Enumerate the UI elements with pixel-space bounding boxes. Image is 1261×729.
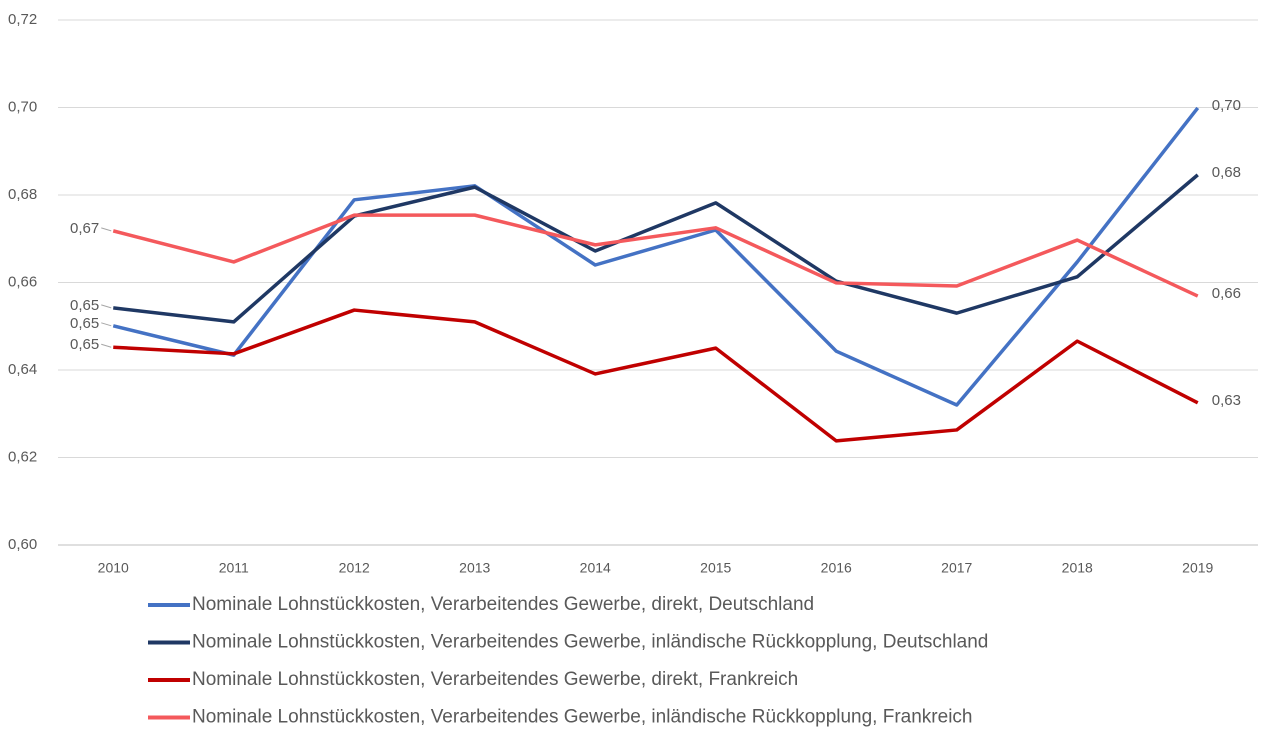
leader-line — [101, 304, 112, 309]
y-tick-label: 0,62 — [8, 448, 37, 465]
x-tick-label: 2015 — [700, 560, 731, 576]
series-line — [112, 213, 1199, 298]
data-label: 0,65 — [70, 315, 99, 332]
legend-label: Nominale Lohnstückkosten, Verarbeitendes… — [192, 632, 988, 653]
x-tick-label: 2011 — [219, 560, 249, 576]
x-tick-label: 2017 — [941, 560, 972, 576]
x-tick-label: 2010 — [98, 560, 129, 576]
leader-line — [101, 343, 112, 348]
y-tick-label: 0,72 — [8, 11, 37, 28]
data-label: 0,67 — [70, 220, 99, 237]
legend-label: Nominale Lohnstückkosten, Verarbeitendes… — [192, 594, 814, 615]
x-tick-label: 2018 — [1062, 560, 1093, 576]
y-tick-label: 0,64 — [8, 361, 37, 378]
data-label: 0,70 — [1212, 97, 1241, 114]
legend-label: Nominale Lohnstückkosten, Verarbeitendes… — [192, 669, 798, 690]
data-label: 0,68 — [1212, 164, 1241, 181]
data-label: 0,63 — [1212, 392, 1241, 409]
x-tick-label: 2019 — [1182, 560, 1213, 576]
y-tick-label: 0,70 — [8, 98, 37, 115]
data-label: 0,66 — [1212, 285, 1241, 302]
y-tick-label: 0,66 — [8, 273, 37, 290]
legend-label: Nominale Lohnstückkosten, Verarbeitendes… — [192, 707, 973, 728]
series-line — [113, 308, 1199, 443]
x-tick-label: 2014 — [580, 560, 611, 576]
series-line — [112, 106, 1200, 407]
x-tick-label: 2016 — [821, 560, 852, 576]
y-tick-label: 0,68 — [8, 186, 37, 203]
data-label: 0,65 — [70, 297, 99, 314]
series-line — [113, 173, 1199, 324]
x-tick-label: 2012 — [339, 560, 370, 576]
data-label: 0,65 — [70, 336, 99, 353]
leader-line — [101, 322, 112, 327]
y-tick-label: 0,60 — [8, 536, 37, 553]
x-tick-label: 2013 — [459, 560, 490, 576]
leader-line — [101, 227, 112, 232]
